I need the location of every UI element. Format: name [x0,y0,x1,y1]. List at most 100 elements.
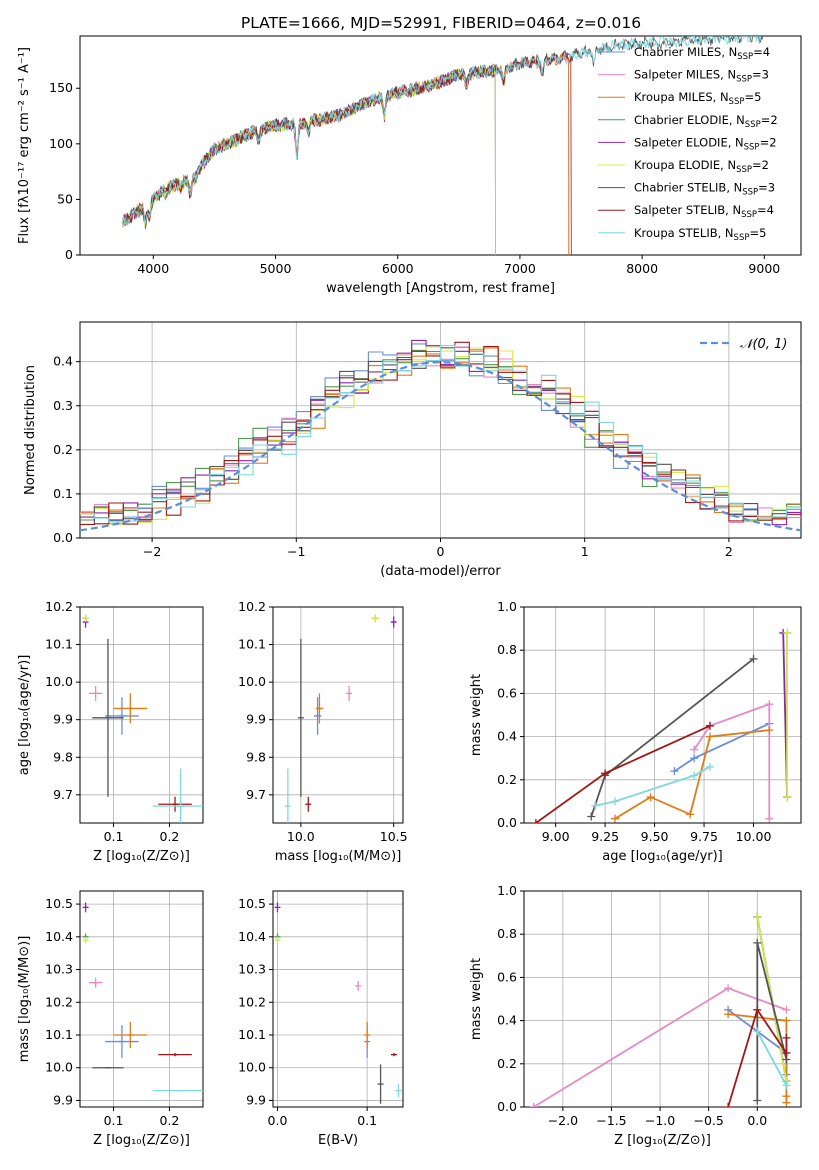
plus-marker [705,721,714,730]
weight-line [535,724,711,823]
plot-area [82,614,203,823]
axes-frame [523,606,802,824]
weight-vs-metallicity-panel: −2.0 −1.5 −1.0 −0.5 0.0 0.0 0.2 0.4 0.6 0.8 1.0 Z [… [469,883,802,1148]
y-tick-label: 10.0 [238,1060,266,1075]
plot-area [82,902,203,1092]
y-axis-label: Flux [fλ10⁻¹⁷ erg cm⁻² s⁻¹ A⁻¹] [17,47,32,244]
x-tick-label: 0.2 [160,1113,180,1128]
legend-count: =5 [749,226,766,240]
x-tick-label: 0.0 [268,1113,288,1128]
legend-count: =2 [752,158,769,172]
y-axis-label: Normed distribution [23,365,38,495]
y-tick-label: 0.2 [53,442,73,457]
y-axis-label: mass [log₁₀(M/M⊙)] [17,936,32,1063]
x-tick-label: 0.1 [357,1113,377,1128]
x-tick-label: −2.0 [548,1113,578,1128]
spectrum-line-chabrier-elodie [122,64,496,255]
spectrum-line-kroupa-stelib [122,36,762,226]
weight-line [614,729,770,820]
x-tick-label: 9.25 [591,829,619,844]
legend-subscript: SSP [734,233,750,243]
x-tick-label: 0.0 [747,1113,767,1128]
legend-count: =4 [757,203,774,217]
plot-area [122,36,765,255]
histogram-kroupa-stelib [80,345,801,523]
plus-marker [611,797,620,806]
y-tick-label: 10.1 [238,1027,266,1042]
x-tick-label: 8000 [626,261,658,276]
plus-marker [765,726,774,735]
y-tick-label: 0.4 [497,1013,517,1028]
y-tick-label: 0.2 [497,772,517,787]
legend-count: =3 [758,181,775,195]
y-tick-label: 10.5 [238,896,266,911]
x-axis-label: age [log₁₀(age/yr)] [602,849,723,864]
y-tick-label: 9.7 [53,787,73,802]
x-tick-label: −1.0 [645,1113,675,1128]
x-axis-label: mass [log₁₀(M/M⊙)] [275,849,402,864]
legend-text: Chabrier ELODIE, N [634,113,745,127]
y-tick-label: 9.9 [246,1092,266,1107]
plot-area [531,628,792,823]
y-tick-label: 0.4 [497,729,517,744]
plus-marker [670,767,679,776]
plus-marker [724,984,733,993]
x-tick-label: −2 [143,544,161,559]
histogram-salpeter-stelib [80,341,801,526]
legend-count: =4 [753,45,770,59]
y-tick-label: 9.9 [53,1092,73,1107]
mass-vs-metallicity-panel: 0.1 0.2 9.9 10.0 10.1 10.2 10.3 10.4 10.5 Z [log₁… [17,890,204,1148]
legend-label: Chabrier ELODIE, NSSP=2 [634,113,778,130]
plus-marker [753,1096,762,1105]
x-tick-label: 1 [581,544,589,559]
weight-line [693,702,771,819]
plus-marker [724,1010,733,1019]
y-tick-label: 9.8 [53,749,73,764]
legend-label: 𝒩(0, 1) [740,337,787,352]
x-axis-label: (data-model)/error [380,564,501,579]
legend-count: =2 [760,135,777,149]
plot-area [284,614,397,823]
y-tick-label: 50 [57,191,73,206]
plus-marker [531,819,540,823]
x-axis-label: Z [log₁₀(Z/Z⊙)] [93,1133,190,1148]
axes-frame [272,890,404,1108]
legend-subscript: SSP [744,142,760,152]
legend-text: Salpeter ELODIE, N [634,135,744,149]
spectrum-line-salpeter-elodie [122,65,496,255]
legend-subscript: SSP [736,165,752,175]
y-tick-label: 0 [65,247,73,262]
plot-area [80,339,801,532]
plus-marker [529,1103,538,1107]
x-tick-label: 10.5 [380,829,408,844]
y-tick-label: 9.7 [246,787,266,802]
spectrum-line-chabrier-miles [122,53,570,255]
y-tick-label: 10.0 [45,674,73,689]
weight-line [673,722,770,772]
plus-marker [724,1103,733,1107]
x-tick-label: 10.0 [287,829,315,844]
mass-vs-extinction-panel: 0.0 0.1 9.9 10.0 10.1 10.2 10.3 10.4 10.5 E(B-V) [238,890,404,1148]
legend-count: =2 [761,113,778,127]
x-axis-label: Z [log₁₀(Z/Z⊙)] [614,1133,711,1148]
spectrum-line-kroupa-elodie [122,66,496,255]
plus-marker [705,732,714,741]
y-tick-label: 10.0 [45,1060,73,1075]
legend-subscript: SSP [729,97,745,107]
plus-marker [749,654,758,663]
legend-text: Chabrier STELIB, N [634,181,742,195]
plus-marker [782,1016,791,1025]
y-tick-label: 10.1 [238,637,266,652]
x-tick-label: −1 [287,544,305,559]
y-tick-label: 10.4 [45,929,73,944]
plus-marker [765,700,774,709]
x-axis-label: E(B-V) [318,1133,358,1148]
x-tick-label: 9.50 [641,829,669,844]
plus-marker [753,938,762,947]
legend-subscript: SSP [737,52,753,62]
x-tick-label: 0.1 [104,829,124,844]
spectrum-line-salpeter-miles [122,51,570,255]
legend-label: Chabrier MILES, NSSP=4 [634,45,770,62]
